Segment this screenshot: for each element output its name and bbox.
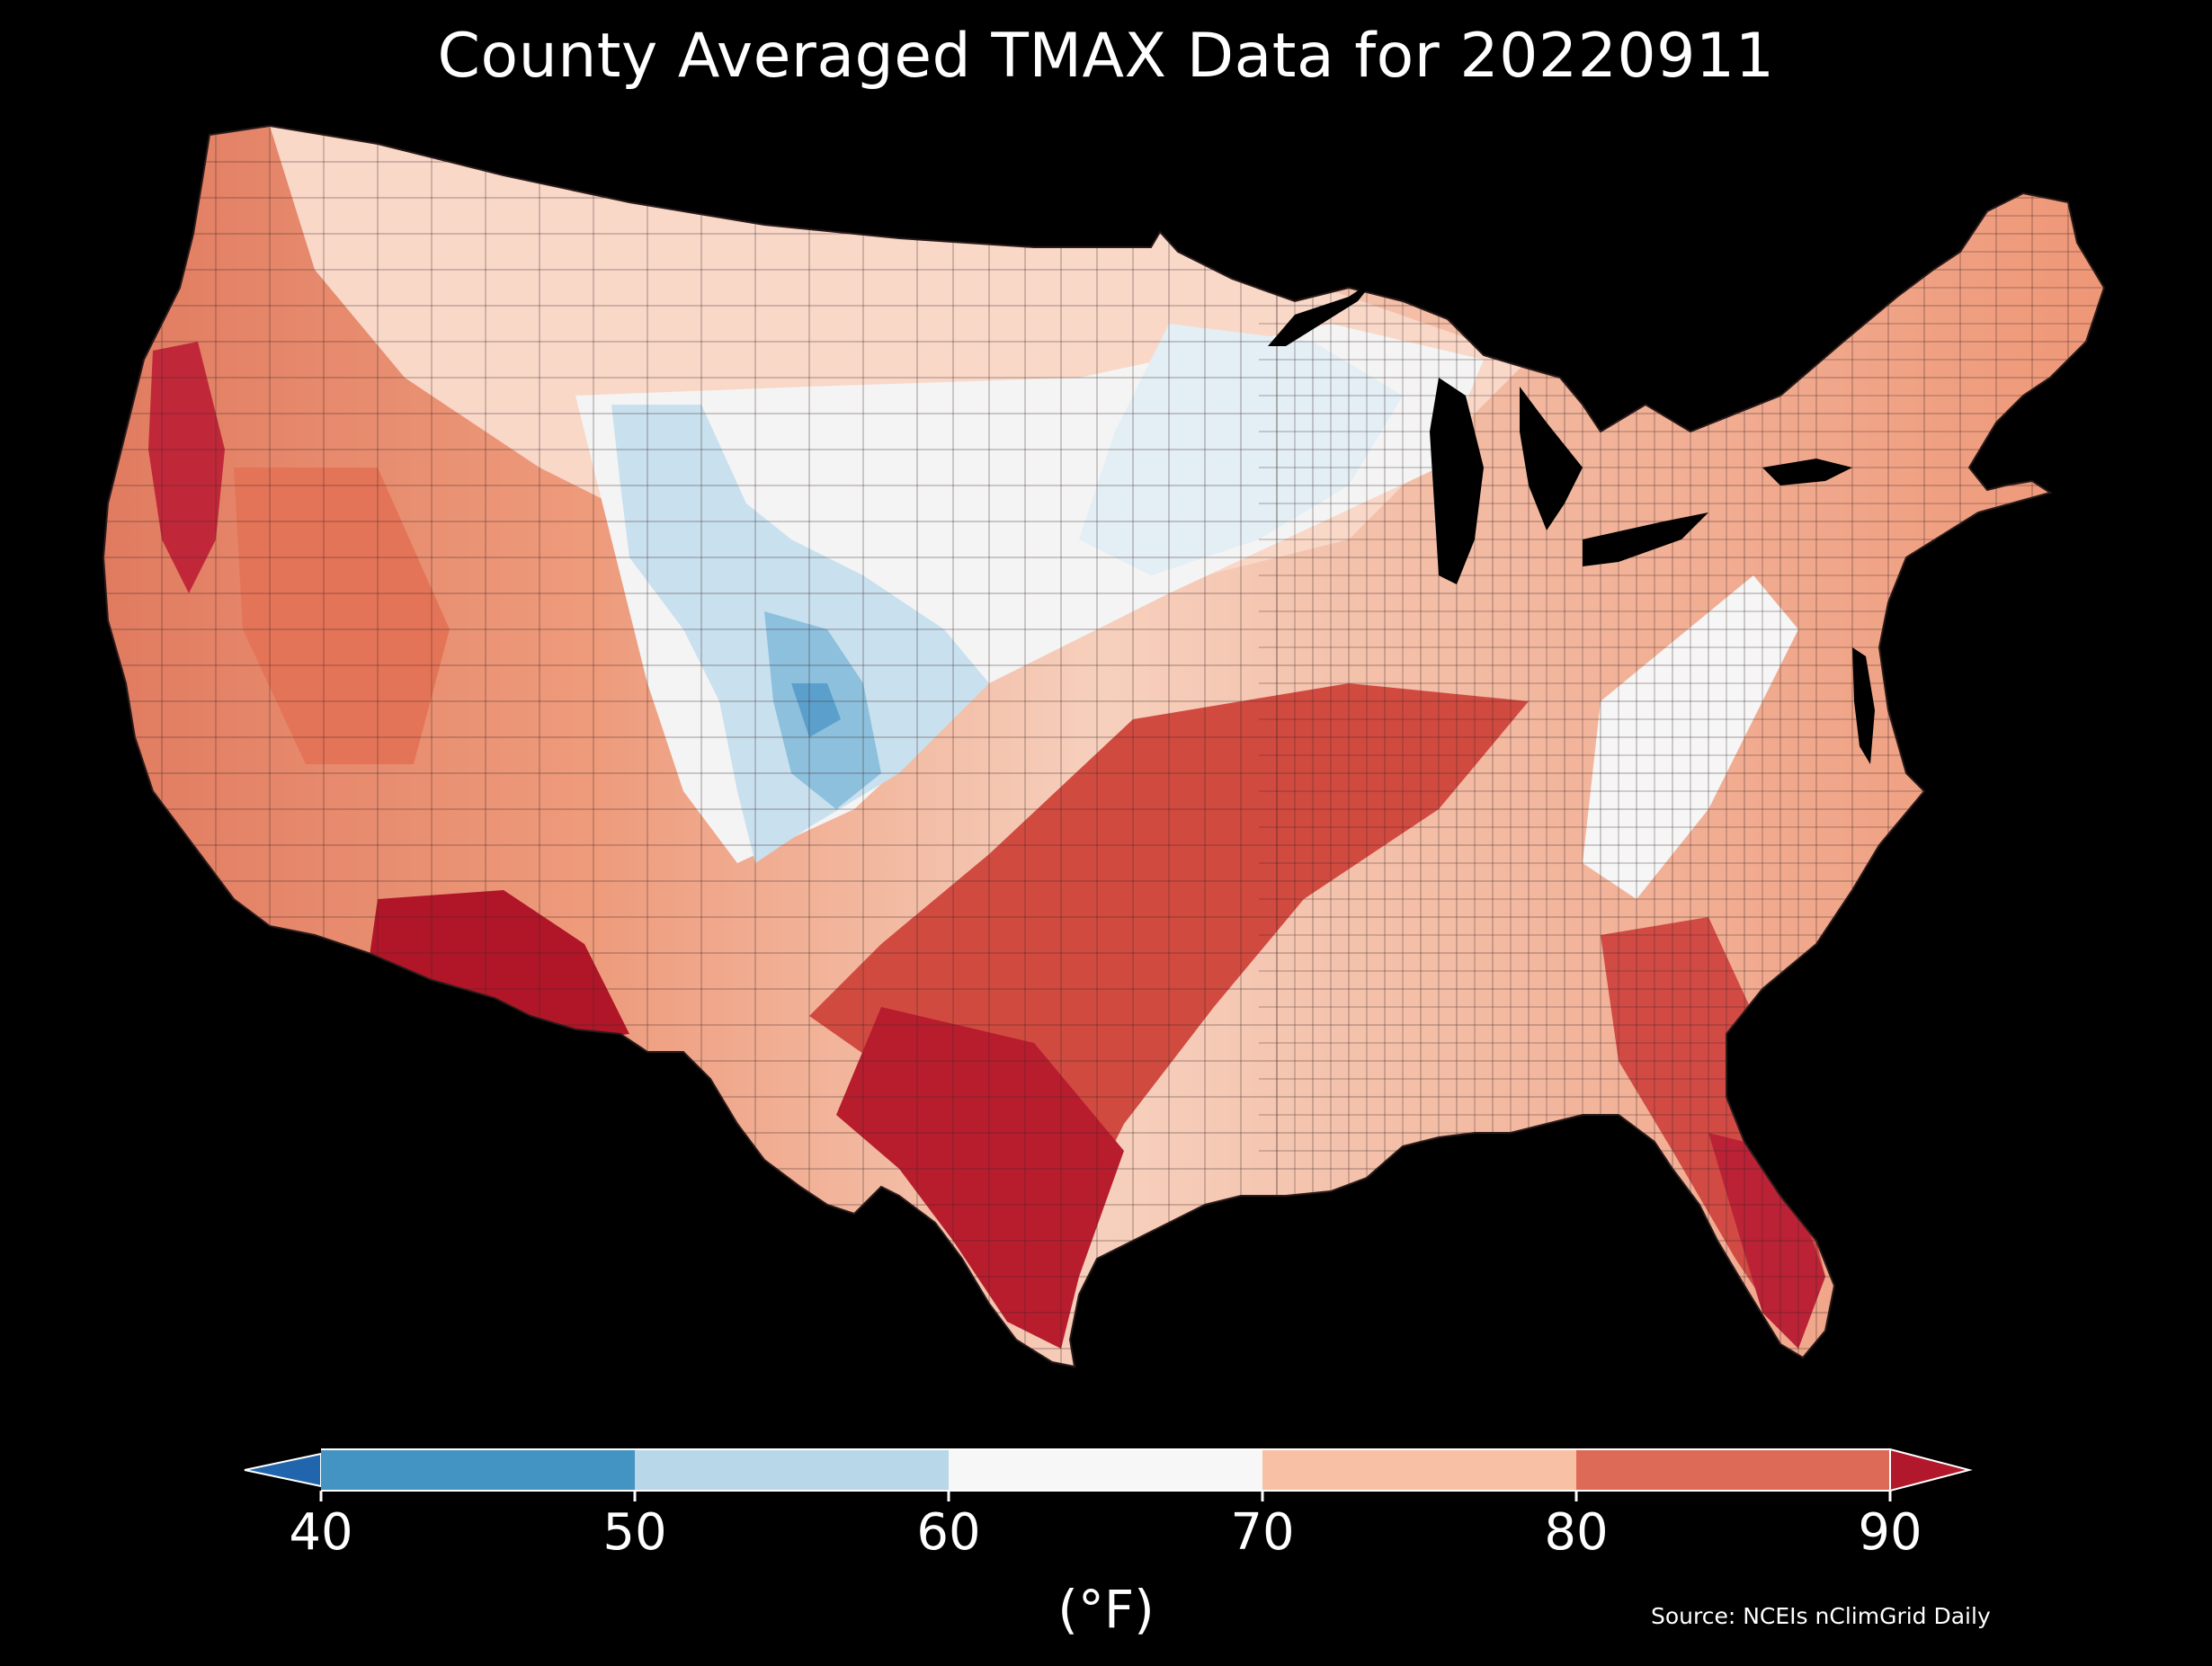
arizona-desert-hot-area bbox=[369, 890, 629, 1043]
colorbar-tick-80: 80 bbox=[1544, 1503, 1609, 1562]
lake-ontario bbox=[1762, 459, 1852, 486]
colorbar-tick-60: 60 bbox=[916, 1503, 981, 1562]
colorbar-bin-80-90 bbox=[1576, 1449, 1891, 1491]
colorbar-bin-60-70 bbox=[949, 1449, 1263, 1491]
lake-superior bbox=[1268, 279, 1376, 346]
upper-midwest-cool-area bbox=[1079, 324, 1403, 575]
colorbar-bin-70-80 bbox=[1262, 1449, 1577, 1491]
colorbar-tick-50: 50 bbox=[602, 1503, 667, 1562]
colorbar-tick-70: 70 bbox=[1230, 1503, 1295, 1562]
colorbar-tick-40: 40 bbox=[289, 1503, 353, 1562]
county-border-grid bbox=[103, 126, 2104, 1367]
texas-hottest-area bbox=[836, 1007, 1124, 1349]
county-fill-layer bbox=[103, 126, 2104, 1367]
map-title: County Averaged TMAX Data for 20220911 bbox=[437, 21, 1775, 92]
central-valley-hot-area bbox=[148, 342, 225, 593]
colorbar-under-arrow bbox=[244, 1452, 322, 1488]
lake-michigan bbox=[1430, 378, 1484, 584]
colorbar-tick-marks bbox=[319, 1491, 1892, 1501]
us-outline bbox=[102, 124, 2106, 1368]
lake-huron bbox=[1520, 387, 1583, 530]
colorbar-bin-40-50 bbox=[321, 1449, 636, 1491]
colorbar-frame bbox=[321, 1448, 1890, 1492]
florida-hot-area bbox=[1708, 1133, 1825, 1349]
appalachian-cool-ridge bbox=[1583, 575, 1798, 899]
source-credit: Source: NCEIs nClimGrid Daily bbox=[1651, 1603, 1991, 1629]
colorbar-tick-90: 90 bbox=[1858, 1503, 1922, 1562]
lake-erie bbox=[1583, 512, 1708, 566]
colorbar-unit-label: (°F) bbox=[1057, 1579, 1155, 1640]
colorado-coldest-spot bbox=[791, 683, 841, 737]
colorbar-bin-50-60 bbox=[635, 1449, 950, 1491]
great-basin-warm-area bbox=[234, 468, 450, 764]
colorbar bbox=[244, 1448, 1973, 1501]
colorbar-over-arrow bbox=[1889, 1448, 1973, 1492]
chesapeake-bay bbox=[1852, 647, 1875, 764]
